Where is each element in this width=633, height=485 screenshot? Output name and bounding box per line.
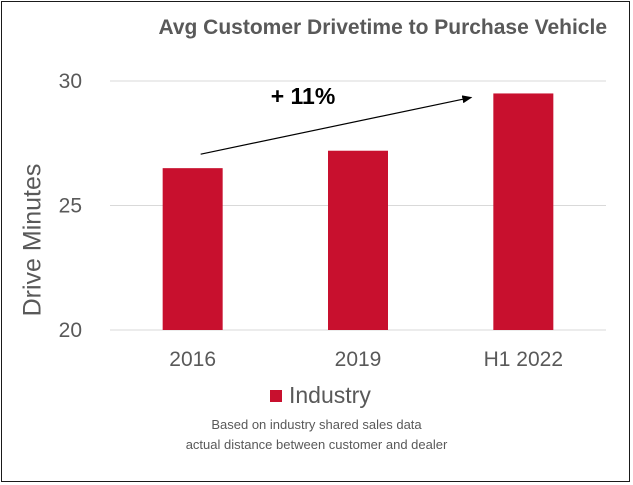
y-tick-label: 30	[59, 70, 82, 93]
legend: Industry	[270, 382, 371, 409]
x-tick-label: 2019	[335, 348, 382, 371]
legend-swatch-industry	[270, 389, 282, 402]
y-tick-label: 25	[59, 195, 82, 218]
bar-2019	[328, 150, 388, 330]
x-tick-label: H1 2022	[484, 348, 563, 371]
bar-h1-2022	[493, 93, 554, 330]
growth-arrow	[200, 95, 473, 155]
growth-annotation-label: + 11%	[271, 83, 336, 109]
footnote-line-2: actual distance between customer and dea…	[185, 437, 448, 452]
bar-2016	[162, 168, 223, 330]
chart-title: Avg Customer Drivetime to Purchase Vehic…	[158, 16, 607, 39]
y-tick-label: 20	[59, 319, 82, 342]
x-tick-label: 2016	[169, 348, 216, 371]
legend-label-industry: Industry	[289, 382, 371, 408]
footnote-line-1: Based on industry shared sales data	[211, 417, 422, 432]
